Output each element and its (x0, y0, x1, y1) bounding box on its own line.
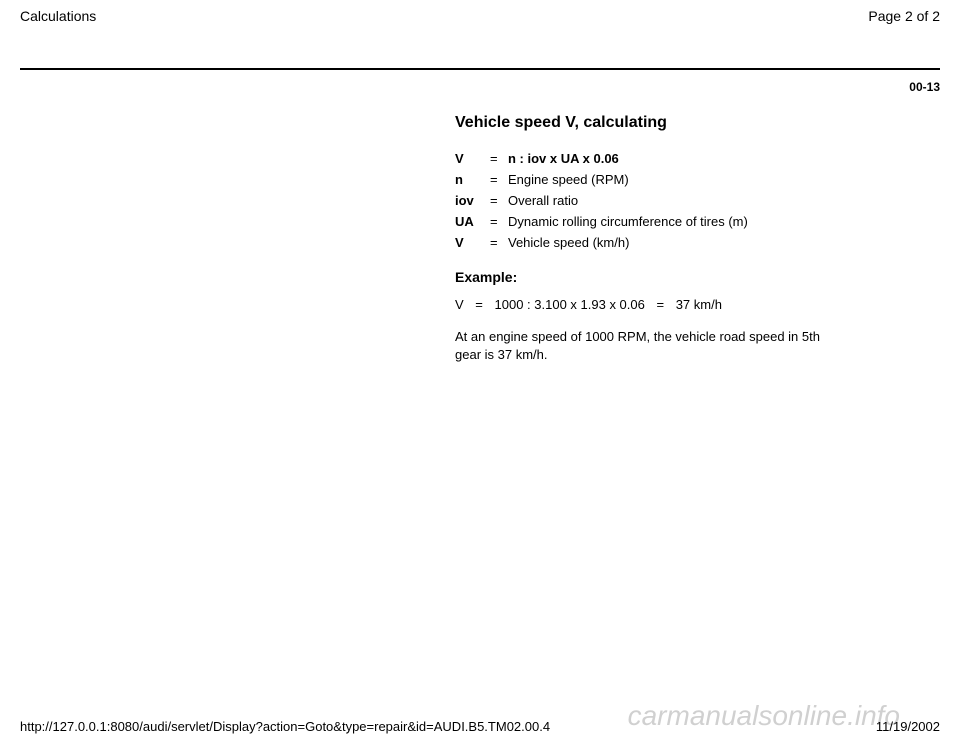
content-area: Vehicle speed V, calculating V = n : iov… (455, 114, 820, 363)
explanation-text: At an engine speed of 1000 RPM, the vehi… (455, 328, 820, 363)
def-symbol: UA (455, 211, 490, 232)
def-symbol: n (455, 169, 490, 190)
def-description: Overall ratio (508, 190, 820, 211)
table-row: V = Vehicle speed (km/h) (455, 232, 820, 253)
example-lhs: V (455, 297, 464, 312)
table-row: V = n : iov x UA x 0.06 (455, 148, 820, 169)
def-description: Dynamic rolling circumference of tires (… (508, 211, 820, 232)
def-description: Engine speed (RPM) (508, 169, 820, 190)
table-row: UA = Dynamic rolling circumference of ti… (455, 211, 820, 232)
definitions-table: V = n : iov x UA x 0.06 n = Engine speed… (455, 148, 820, 253)
def-description: n : iov x UA x 0.06 (508, 148, 820, 169)
header-page-label: Page 2 of 2 (868, 8, 940, 24)
header-title: Calculations (20, 8, 96, 24)
example-expr: 1000 : 3.100 x 1.93 x 0.06 (495, 297, 645, 312)
page-header: Calculations Page 2 of 2 (0, 0, 960, 28)
equals-sign: = (490, 211, 508, 232)
table-row: n = Engine speed (RPM) (455, 169, 820, 190)
page-number: 00-13 (0, 70, 960, 94)
equals-sign: = (490, 232, 508, 253)
page-footer: http://127.0.0.1:8080/audi/servlet/Displ… (20, 719, 940, 734)
example-eq2: = (656, 297, 664, 312)
example-eq1: = (475, 297, 483, 312)
equals-sign: = (490, 169, 508, 190)
equals-sign: = (490, 148, 508, 169)
example-equation: V = 1000 : 3.100 x 1.93 x 0.06 = 37 km/h (455, 297, 820, 312)
def-symbol: V (455, 232, 490, 253)
def-symbol: iov (455, 190, 490, 211)
def-description: Vehicle speed (km/h) (508, 232, 820, 253)
footer-date: 11/19/2002 (876, 719, 940, 734)
def-symbol: V (455, 148, 490, 169)
table-row: iov = Overall ratio (455, 190, 820, 211)
example-label: Example: (455, 269, 820, 285)
equals-sign: = (490, 190, 508, 211)
example-result: 37 km/h (676, 297, 722, 312)
section-title: Vehicle speed V, calculating (455, 114, 820, 132)
footer-url: http://127.0.0.1:8080/audi/servlet/Displ… (20, 719, 550, 734)
